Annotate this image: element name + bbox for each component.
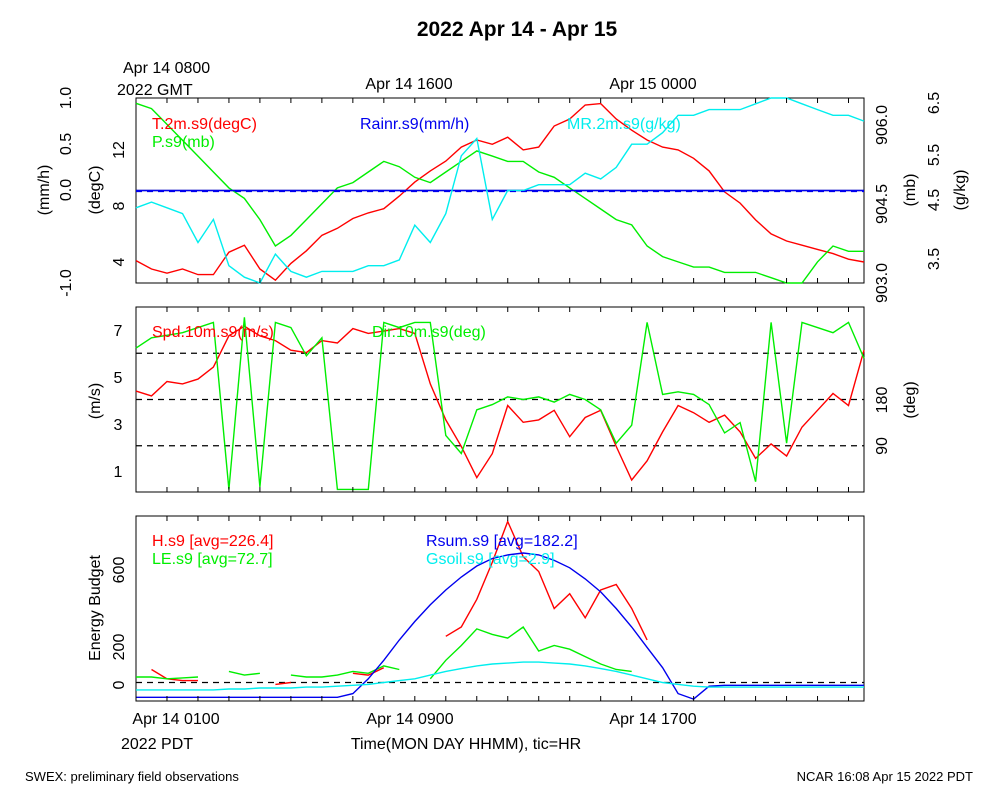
legend-sensible-heat: H.s9 [avg=226.4]	[152, 533, 273, 550]
gmt-year-label: 2022 GMT	[117, 82, 193, 99]
tick-label-wind-direction: 180	[874, 387, 891, 414]
tick-label-temp: 8	[111, 201, 128, 210]
series-line-h-s9-avg-226-4	[151, 519, 648, 686]
pdt-year-label: 2022 PDT	[121, 736, 193, 753]
tick-label-pressure: 903.0	[874, 263, 891, 303]
footer-right: NCAR 16:08 Apr 15 2022 PDT	[797, 769, 973, 784]
tick-label-wind-speed: 1	[114, 464, 123, 481]
tick-label-temp: 12	[111, 141, 128, 159]
series-line-t-2m-s9-degc	[135, 102, 865, 282]
tick-label-rain: 0.5	[58, 133, 75, 155]
tick-label-rain: 1.0	[58, 87, 75, 109]
footer-left: SWEX: preliminary field observations	[25, 769, 239, 784]
chart-title: 2022 Apr 14 - Apr 15	[417, 18, 618, 41]
tick-label-rain: -1.0	[58, 269, 75, 297]
gmt-tick-label: Apr 15 0000	[609, 76, 696, 93]
legend-rain-rate: Rainr.s9(mm/h)	[360, 116, 469, 133]
panel-3-frame	[135, 515, 865, 702]
series-line-le-s9-avg-72-7	[136, 627, 663, 679]
legend-wind-speed: Spd.10m.s9(m/s)	[152, 324, 274, 341]
tick-label-wind-direction: 90	[874, 437, 891, 455]
axis-label-rain: (mm/h)	[36, 165, 53, 216]
pdt-tick-label: Apr 14 0100	[132, 711, 219, 728]
legend-temperature: T.2m.s9(degC)	[152, 116, 257, 133]
tick-label-wind-speed: 5	[114, 370, 123, 387]
legend-wind-direction: Dir.10m.s9(deg)	[372, 324, 486, 341]
tick-label-energy: 600	[111, 557, 128, 584]
tick-label-pressure: 906.0	[874, 105, 891, 145]
tick-label-energy: 200	[111, 634, 128, 661]
axis-label-pressure: (mb)	[902, 174, 919, 207]
tick-label-mixing-ratio: 3.5	[926, 248, 943, 270]
axis-label-wind-speed: (m/s)	[87, 383, 104, 419]
axis-label-energy-budget: Energy Budget	[87, 555, 104, 661]
series-line-gsoil-s9-avg-2-9	[136, 661, 864, 691]
series-line-spd-10m-s9-m-s	[135, 325, 865, 482]
legend-pressure: P.s9(mb)	[152, 134, 215, 151]
tick-label-mixing-ratio: 6.5	[926, 92, 943, 114]
axis-label-wind-direction: (deg)	[902, 381, 919, 418]
tick-label-wind-speed: 3	[114, 417, 123, 434]
legend-latent-heat: LE.s9 [avg=72.7]	[152, 551, 273, 568]
tick-label-pressure: 904.5	[874, 184, 891, 224]
axis-label-mixing-ratio: (g/kg)	[952, 170, 969, 211]
legend-radiation-sum: Rsum.s9 [avg=182.2]	[426, 533, 578, 550]
tick-label-temp: 4	[111, 257, 128, 266]
x-axis-label: Time(MON DAY HHMM), tic=HR	[351, 736, 581, 753]
series-line-rsum-s9-avg-182-2	[136, 552, 864, 700]
pdt-tick-label: Apr 14 0900	[366, 711, 453, 728]
gmt-tick-label: Apr 14 1600	[365, 76, 452, 93]
series-line-mr-2m-s9-g-kg	[135, 97, 865, 284]
tick-label-mixing-ratio: 4.5	[926, 189, 943, 211]
gmt-start-label: Apr 14 0800	[123, 60, 210, 77]
axis-label-temp: (degC)	[87, 166, 104, 215]
series-line-dir-10m-s9-deg	[135, 317, 865, 491]
legend-soil-heat: Gsoil.s9 [avg=2.9]	[426, 551, 555, 568]
pdt-tick-label: Apr 14 1700	[609, 711, 696, 728]
tick-label-rain: 0.0	[58, 179, 75, 201]
tick-label-energy: 0	[111, 680, 128, 689]
tick-label-mixing-ratio: 5.5	[926, 144, 943, 166]
series-line-p-s9-mb	[135, 102, 864, 284]
legend-mixing-ratio: MR.2m.s9(g/kg)	[567, 116, 681, 133]
tick-label-wind-speed: 7	[114, 323, 123, 340]
